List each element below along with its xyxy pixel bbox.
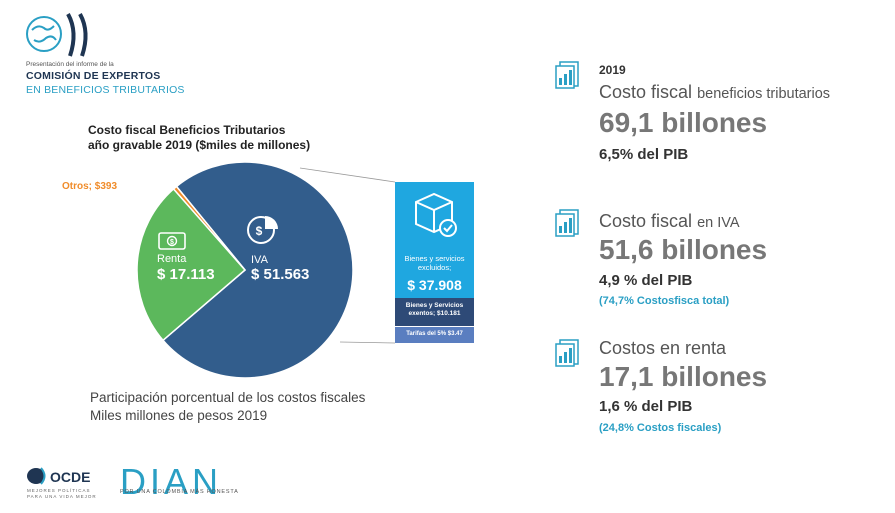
block1-title: Costo fiscal beneficios tributarios <box>599 82 831 102</box>
ocde-logo-text: OCDE <box>50 469 91 485</box>
pie-slice-iva <box>161 161 354 379</box>
pie-slice-otros <box>172 185 246 271</box>
block1-pib: 6,5% del PIB <box>599 146 689 163</box>
iva-label: IVA <box>251 254 268 266</box>
money-icon: $ <box>158 232 186 250</box>
exempt-box <box>395 298 474 326</box>
block3-title: Costos en renta <box>599 338 727 358</box>
block2-pct: (74,7% Costosfisca total) <box>599 295 730 307</box>
year-label: 2019 <box>599 63 626 77</box>
excluded-box <box>395 182 474 298</box>
box-check-icon <box>415 192 457 237</box>
ocde-tagline: MEJORES POLÍTICAS PARA UNA VIDA MEJOR <box>27 488 97 499</box>
renta-label: Renta <box>157 253 187 265</box>
report-chart-icon <box>555 61 579 89</box>
block2-title: Costo fiscal en IVA <box>599 211 740 231</box>
renta-value: $ 17.113 <box>157 266 215 283</box>
svg-text:$: $ <box>170 239 174 246</box>
block3-pct: (24,8% Costos fiscales) <box>599 422 722 434</box>
chart-title-line2: año gravable 2019 ($miles de millones) <box>88 138 311 152</box>
chart-title-line1: Costo fiscal Beneficios Tributarios <box>88 123 286 137</box>
excluded-value: $ 37.908 <box>407 277 462 293</box>
block3-big: 17,1 billones <box>599 361 768 392</box>
oecd-logo-icon <box>66 13 88 57</box>
block2-pib: 4,9 % del PIB <box>599 272 693 289</box>
report-chart-icon <box>555 339 579 367</box>
dian-tagline: POR UNA COLOMBIA MÁS HONESTA <box>120 489 239 495</box>
footer-line2: Miles millones de pesos 2019 <box>90 408 268 423</box>
svg-text:$: $ <box>256 224 263 238</box>
otros-label: Otros; $393 <box>62 181 118 192</box>
tarifas-label: Tarifas del 5% $3.47 <box>406 331 463 337</box>
globe-icon <box>26 16 62 52</box>
ocde-mark-icon <box>27 467 46 485</box>
tarifas-box <box>395 327 474 343</box>
exempt-label: Bienes y Servicios exentos; $10.181 <box>405 302 464 317</box>
footer-line1: Participación porcentual de los costos f… <box>90 390 366 405</box>
header-title: COMISIÓN DE EXPERTOS <box>26 70 161 82</box>
dian-logo-text: DIAN <box>120 461 223 502</box>
pie-slice-icon: $ <box>247 216 278 244</box>
block3-pib: 1,6 % del PIB <box>599 398 693 415</box>
report-chart-icon <box>555 209 579 237</box>
header-subtitle: EN BENEFICIOS TRIBUTARIOS <box>26 84 185 96</box>
block2-big: 51,6 billones <box>599 234 768 265</box>
pie-slice-renta <box>136 187 247 342</box>
excluded-label: Bienes y servicios excluidos; <box>404 254 465 272</box>
header-small-text: Presentación del informe de la <box>26 61 114 68</box>
block1-big: 69,1 billones <box>599 107 768 138</box>
pie-chart <box>136 161 354 379</box>
iva-value: $ 51.563 <box>251 266 310 283</box>
